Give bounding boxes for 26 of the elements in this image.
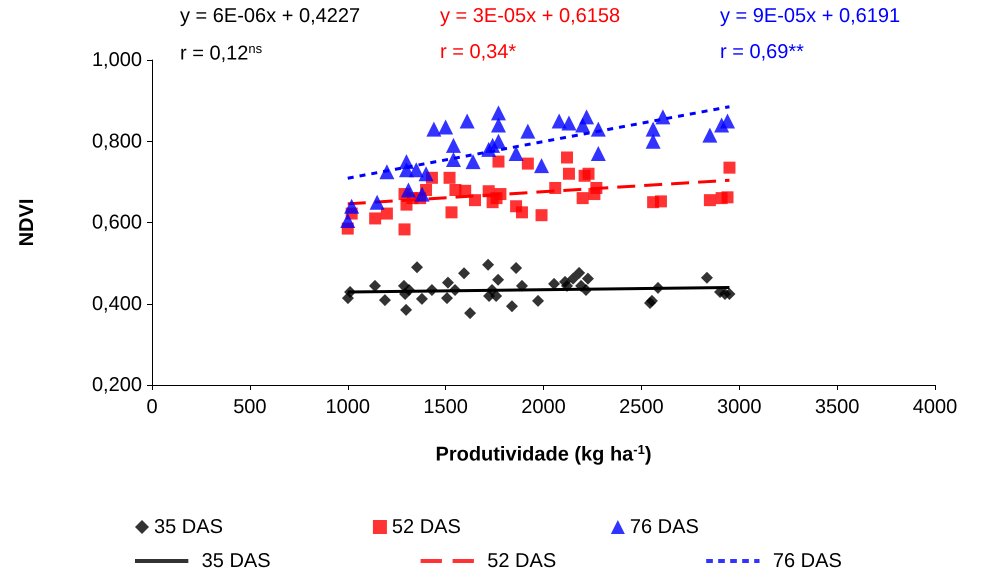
x-tick-label: 1500	[423, 396, 468, 418]
y-tick-label: 0,800	[92, 130, 142, 152]
legend-label: 35 DAS	[154, 516, 223, 538]
y-tick-label: 0,200	[92, 374, 142, 396]
y-axis-title: NDVI	[16, 198, 38, 246]
x-tick-label: 3500	[814, 396, 860, 418]
x-tick-label: 3000	[717, 396, 762, 418]
legend-label: 35 DAS	[202, 550, 271, 572]
y-tick-label: 0,600	[92, 212, 142, 234]
x-tick-label: 500	[233, 396, 267, 418]
x-tick-label: 1000	[326, 396, 370, 418]
annotation: r = 0,69**	[720, 41, 804, 63]
x-tick-label: 2000	[521, 396, 566, 418]
y-tick-label: 1,000	[92, 49, 142, 71]
legend-label: 52 DAS	[487, 550, 556, 572]
legend-label: 52 DAS	[392, 516, 461, 538]
legend-label: 76 DAS	[772, 550, 842, 572]
text: y = 9E-05x + 0,6191	[720, 5, 900, 27]
legend-label: 76 DAS	[630, 516, 699, 538]
annotation: r = 0,34*	[440, 41, 516, 63]
text: y = 6E-06x + 0,4227	[180, 5, 360, 27]
y-tick-label: 0,400	[92, 292, 142, 315]
x-tick-label: 0	[146, 396, 158, 418]
text: y = 3E-05x + 0,6158	[440, 5, 620, 27]
x-tick-label: 2500	[619, 396, 664, 418]
x-tick-label: 4000	[912, 396, 958, 418]
